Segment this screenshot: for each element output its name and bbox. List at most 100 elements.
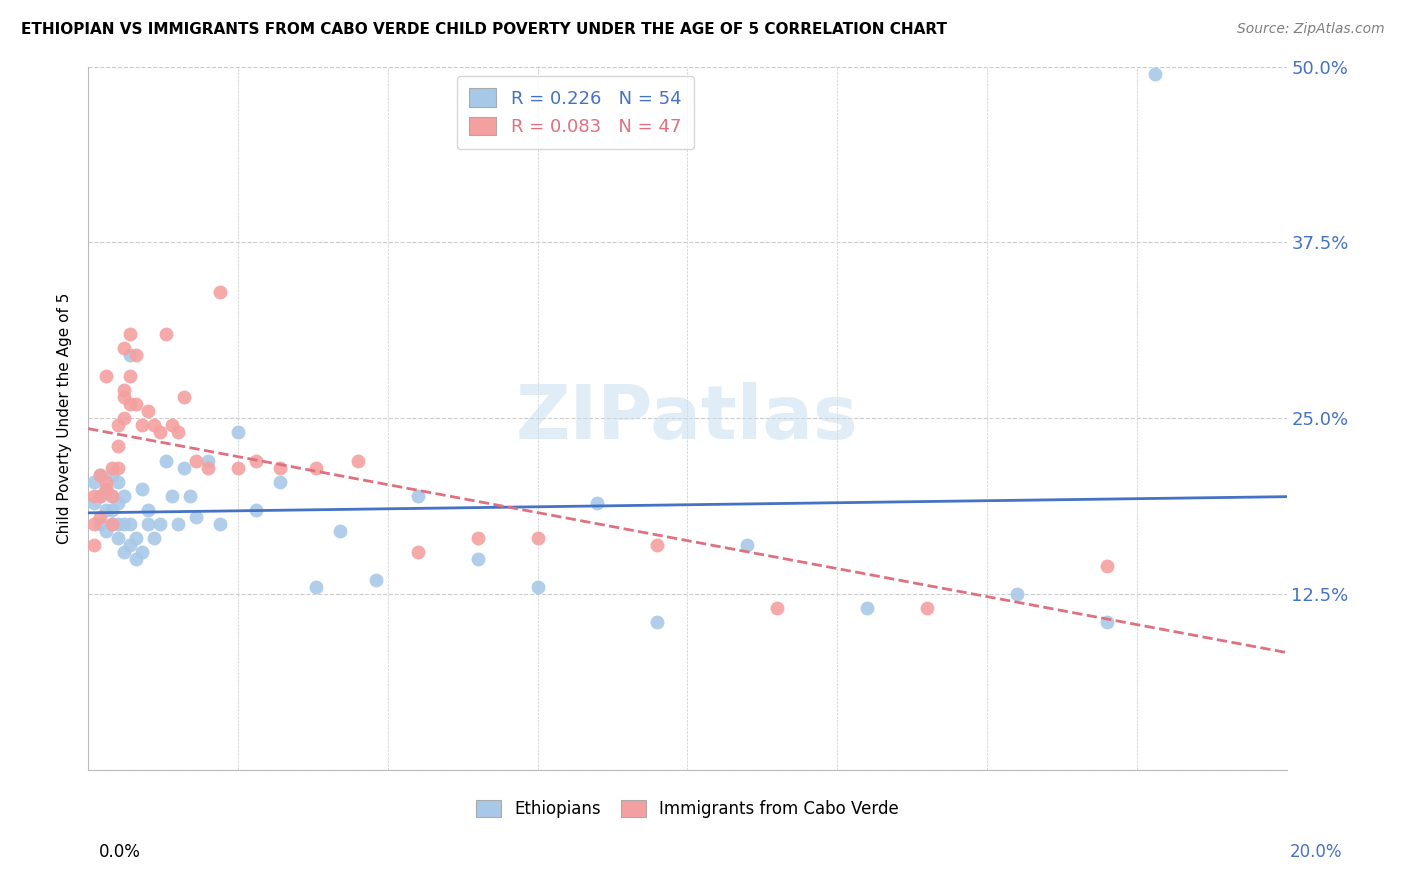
Point bbox=[89, 467, 111, 482]
Point bbox=[120, 326, 142, 341]
Point bbox=[1005, 587, 1028, 601]
Point bbox=[120, 538, 142, 552]
Point bbox=[125, 531, 148, 545]
Point bbox=[94, 475, 117, 489]
Point bbox=[149, 425, 172, 440]
Point bbox=[107, 475, 129, 489]
Point bbox=[101, 516, 124, 531]
Point bbox=[208, 516, 231, 531]
Point bbox=[143, 531, 166, 545]
Point bbox=[112, 341, 135, 355]
Point bbox=[94, 502, 117, 516]
Point bbox=[83, 496, 105, 510]
Point bbox=[173, 390, 195, 404]
Point bbox=[269, 475, 291, 489]
Point bbox=[101, 489, 124, 503]
Point bbox=[94, 369, 117, 384]
Point bbox=[136, 516, 159, 531]
Point bbox=[94, 524, 117, 538]
Point bbox=[226, 460, 249, 475]
Point bbox=[89, 489, 111, 503]
Point bbox=[766, 601, 789, 615]
Point bbox=[346, 453, 368, 467]
Point bbox=[101, 516, 124, 531]
Point bbox=[107, 496, 129, 510]
Point bbox=[83, 475, 105, 489]
Text: ETHIOPIAN VS IMMIGRANTS FROM CABO VERDE CHILD POVERTY UNDER THE AGE OF 5 CORRELA: ETHIOPIAN VS IMMIGRANTS FROM CABO VERDE … bbox=[21, 22, 948, 37]
Point bbox=[112, 411, 135, 425]
Point bbox=[179, 489, 201, 503]
Point bbox=[167, 425, 190, 440]
Point bbox=[226, 425, 249, 440]
Point bbox=[89, 509, 111, 524]
Point bbox=[101, 460, 124, 475]
Point bbox=[197, 453, 219, 467]
Point bbox=[89, 516, 111, 531]
Point bbox=[184, 509, 207, 524]
Point bbox=[83, 538, 105, 552]
Point bbox=[120, 369, 142, 384]
Point bbox=[269, 460, 291, 475]
Point bbox=[305, 580, 328, 594]
Point bbox=[915, 601, 938, 615]
Point bbox=[112, 489, 135, 503]
Point bbox=[112, 383, 135, 397]
Point bbox=[101, 489, 124, 503]
Point bbox=[155, 453, 177, 467]
Point bbox=[1143, 67, 1166, 81]
Point bbox=[208, 285, 231, 299]
Point bbox=[112, 516, 135, 531]
Point bbox=[107, 516, 129, 531]
Point bbox=[586, 496, 609, 510]
Point bbox=[125, 552, 148, 566]
Point bbox=[329, 524, 352, 538]
Point bbox=[406, 489, 429, 503]
Point bbox=[112, 545, 135, 559]
Point bbox=[89, 489, 111, 503]
Text: 0.0%: 0.0% bbox=[98, 843, 141, 861]
Point bbox=[526, 531, 548, 545]
Point bbox=[107, 418, 129, 433]
Point bbox=[120, 516, 142, 531]
Point bbox=[406, 545, 429, 559]
Point bbox=[856, 601, 879, 615]
Point bbox=[305, 460, 328, 475]
Point bbox=[173, 460, 195, 475]
Point bbox=[149, 516, 172, 531]
Text: 20.0%: 20.0% bbox=[1291, 843, 1343, 861]
Point bbox=[125, 397, 148, 411]
Point bbox=[89, 467, 111, 482]
Point bbox=[94, 482, 117, 496]
Point bbox=[364, 573, 387, 587]
Point bbox=[160, 418, 183, 433]
Point bbox=[1095, 559, 1118, 574]
Point bbox=[125, 348, 148, 362]
Point bbox=[167, 516, 190, 531]
Point bbox=[131, 418, 153, 433]
Point bbox=[143, 418, 166, 433]
Point bbox=[131, 482, 153, 496]
Point bbox=[83, 489, 105, 503]
Point bbox=[112, 390, 135, 404]
Point bbox=[184, 453, 207, 467]
Point bbox=[107, 460, 129, 475]
Point bbox=[94, 482, 117, 496]
Point bbox=[245, 502, 267, 516]
Point bbox=[101, 502, 124, 516]
Point bbox=[647, 615, 669, 630]
Point bbox=[160, 489, 183, 503]
Text: ZIPatlas: ZIPatlas bbox=[516, 382, 859, 455]
Point bbox=[101, 467, 124, 482]
Point bbox=[647, 538, 669, 552]
Point bbox=[467, 552, 489, 566]
Point bbox=[1095, 615, 1118, 630]
Y-axis label: Child Poverty Under the Age of 5: Child Poverty Under the Age of 5 bbox=[58, 293, 72, 544]
Text: Source: ZipAtlas.com: Source: ZipAtlas.com bbox=[1237, 22, 1385, 37]
Point bbox=[136, 404, 159, 418]
Point bbox=[245, 453, 267, 467]
Point bbox=[467, 531, 489, 545]
Point bbox=[120, 397, 142, 411]
Point bbox=[83, 516, 105, 531]
Point bbox=[526, 580, 548, 594]
Point bbox=[107, 439, 129, 453]
